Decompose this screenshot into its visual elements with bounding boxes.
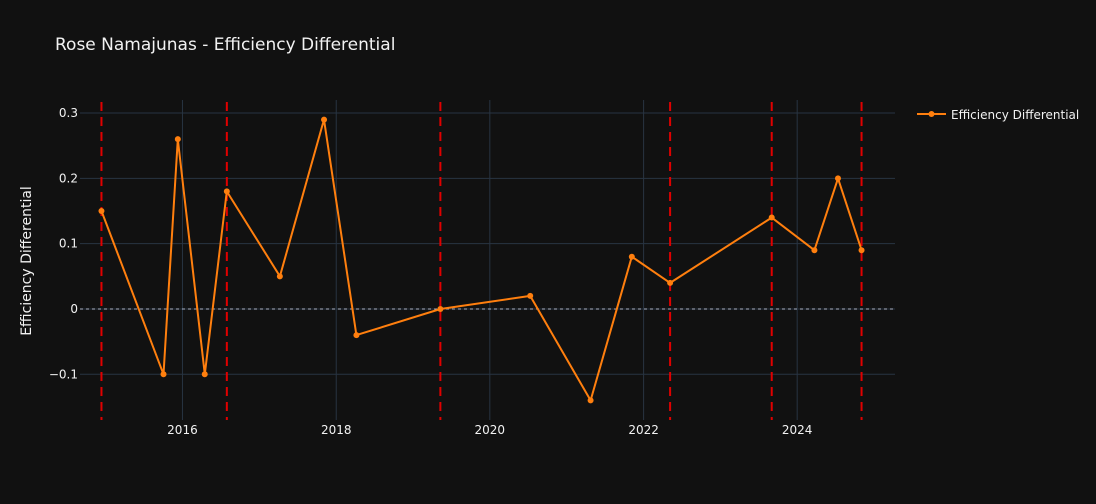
data-point	[768, 214, 775, 221]
data-point	[353, 332, 360, 339]
y-tick-label: −0.1	[49, 367, 78, 381]
data-point	[98, 208, 105, 215]
x-tick-label: 2018	[321, 423, 352, 437]
legend-label: Efficiency Differential	[951, 108, 1079, 122]
data-point	[321, 116, 328, 123]
series-line	[100, 118, 863, 402]
data-point	[276, 273, 283, 280]
x-tick-label: 2024	[782, 423, 813, 437]
x-tick-label: 2022	[628, 423, 659, 437]
data-point	[527, 292, 534, 299]
y-tick-label: 0.1	[59, 237, 78, 251]
data-point	[201, 371, 208, 378]
y-tick-label: 0.2	[59, 171, 78, 185]
data-point	[858, 247, 865, 254]
series-layer	[98, 116, 865, 404]
chart-title: Rose Namajunas - Efficiency Differential	[55, 35, 395, 55]
x-tick-label: 2020	[475, 423, 506, 437]
legend-marker-swatch	[928, 111, 935, 117]
legend[interactable]: Efficiency Differential	[917, 108, 1079, 122]
data-point	[223, 188, 230, 195]
data-point	[174, 136, 181, 143]
grid-layer	[80, 100, 895, 420]
data-point	[834, 175, 841, 182]
data-point	[587, 397, 594, 404]
data-point	[437, 305, 444, 312]
data-point	[667, 279, 674, 286]
y-tick-label: 0	[70, 302, 78, 316]
data-point	[811, 247, 818, 254]
x-tick-label: 2016	[167, 423, 198, 437]
data-point	[628, 253, 635, 260]
tick-labels: −0.1 0 0.1 0.2 0.3 2016 2018 2020 2022 2024	[49, 106, 813, 437]
y-axis-title: Efficiency Differential	[19, 186, 35, 336]
y-tick-label: 0.3	[59, 106, 78, 120]
data-point	[160, 371, 167, 378]
reference-lines	[80, 102, 895, 420]
